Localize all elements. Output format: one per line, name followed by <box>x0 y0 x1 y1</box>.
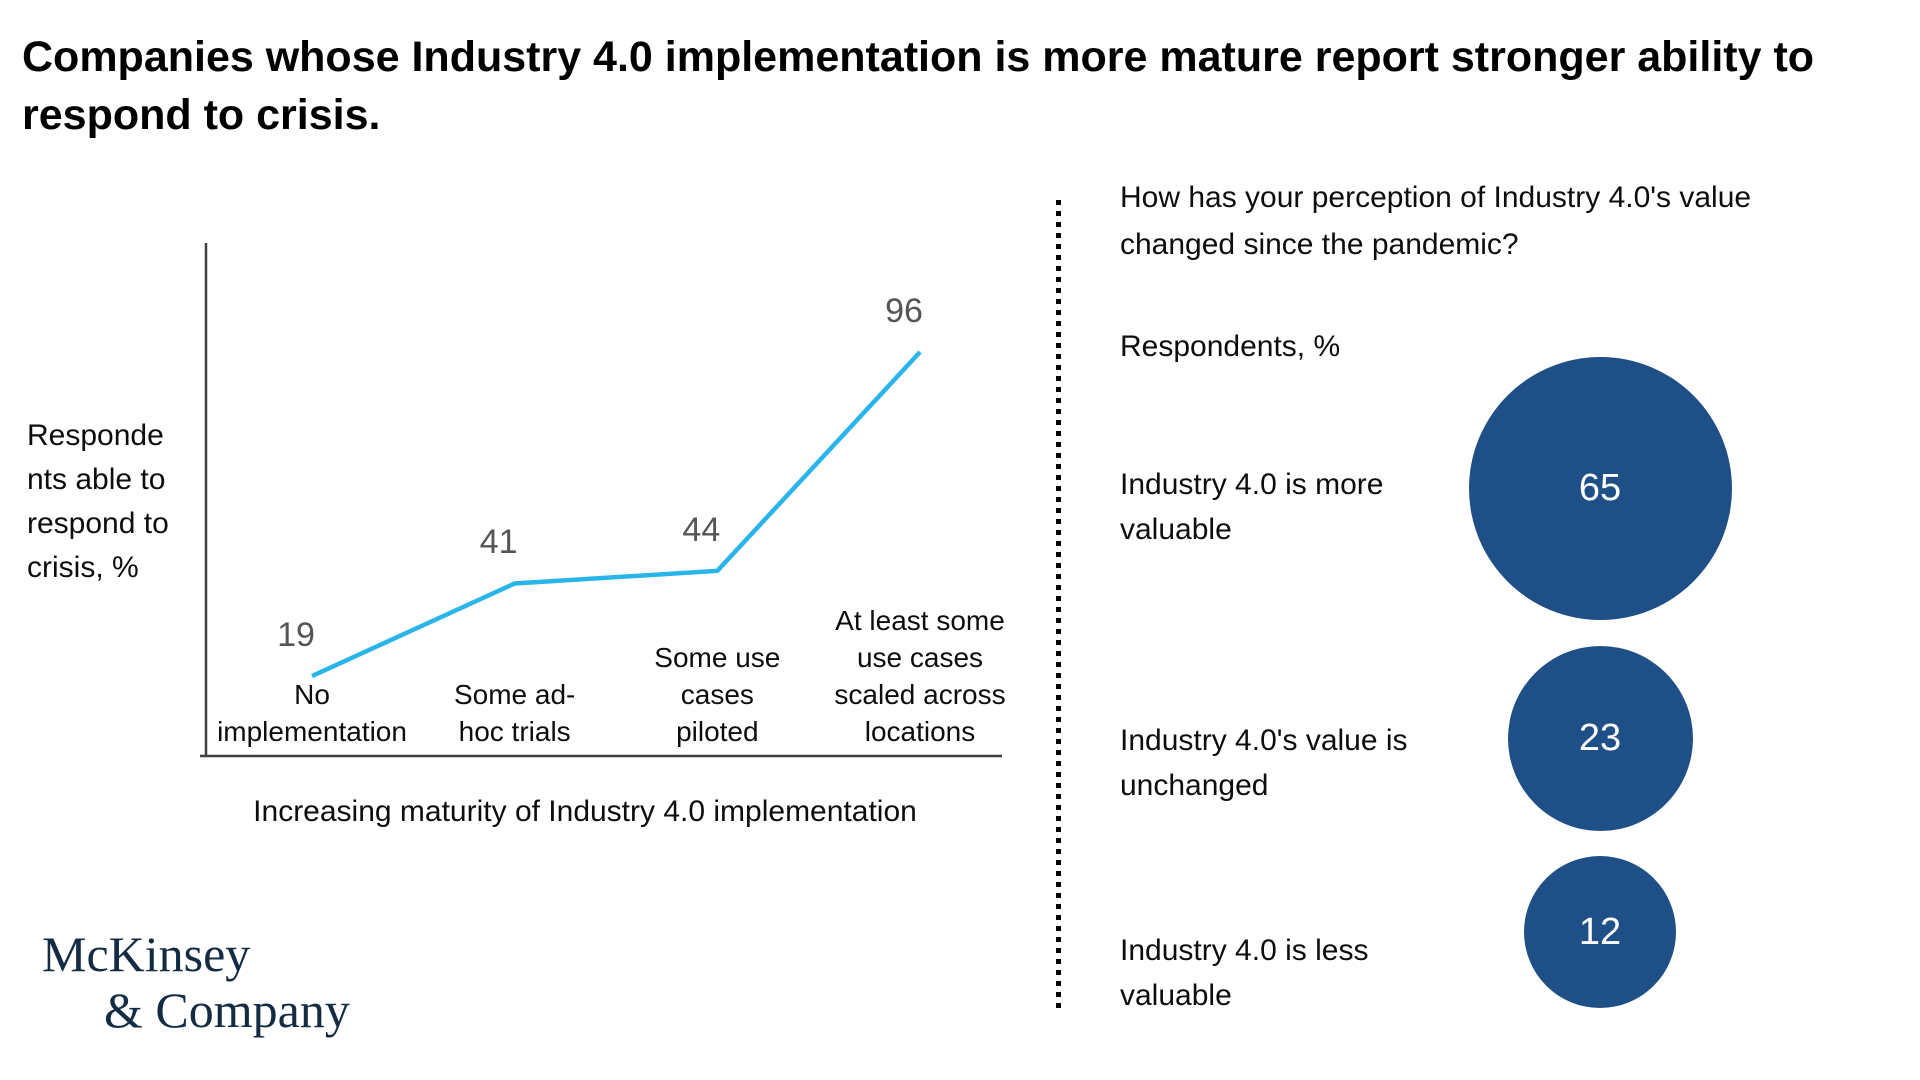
question-text: How has your perception of Industry 4.0'… <box>1120 181 1752 261</box>
data-point-value: 19 <box>277 616 315 655</box>
data-point-value: 96 <box>885 292 923 330</box>
category-label: Some use cases piloted <box>654 642 781 747</box>
data-point-value: 41 <box>479 523 518 562</box>
page-title: Companies whose Industry 4.0 implementat… <box>22 33 1815 139</box>
bubble: 23 <box>1507 645 1693 831</box>
x-axis-caption: Increasing maturity of Industry 4.0 impl… <box>253 795 917 828</box>
logo-line-2: & Company <box>104 982 350 1038</box>
bubble-label: Industry 4.0's value is unchanged <box>1120 724 1408 802</box>
bubble-value: 12 <box>1578 910 1622 953</box>
logo-line-1: McKinsey <box>42 926 251 982</box>
trend-line <box>311 350 922 679</box>
chart-axes <box>200 243 1002 758</box>
bubble-label: Industry 4.0 is less valuable <box>1120 934 1369 1012</box>
category-label: Some ad- hoc trials <box>453 679 576 747</box>
bubble: 12 <box>1524 856 1676 1008</box>
dotted-divider <box>1056 200 1061 1012</box>
category-label: At least some use cases scaled across lo… <box>834 605 1006 747</box>
bubble: 65 <box>1468 356 1732 620</box>
data-point-value: 44 <box>682 510 721 549</box>
category-label: No implementation <box>217 679 407 747</box>
respondents-unit-label: Respondents, % <box>1120 330 1341 363</box>
y-axis-label: Responde nts able to respond to crisis, … <box>27 419 169 584</box>
bubble-label: Industry 4.0 is more valuable <box>1120 468 1384 546</box>
mckinsey-logo: McKinsey & Company <box>42 926 350 1038</box>
bubble-value: 23 <box>1578 716 1622 759</box>
bubble-value: 65 <box>1578 466 1622 509</box>
